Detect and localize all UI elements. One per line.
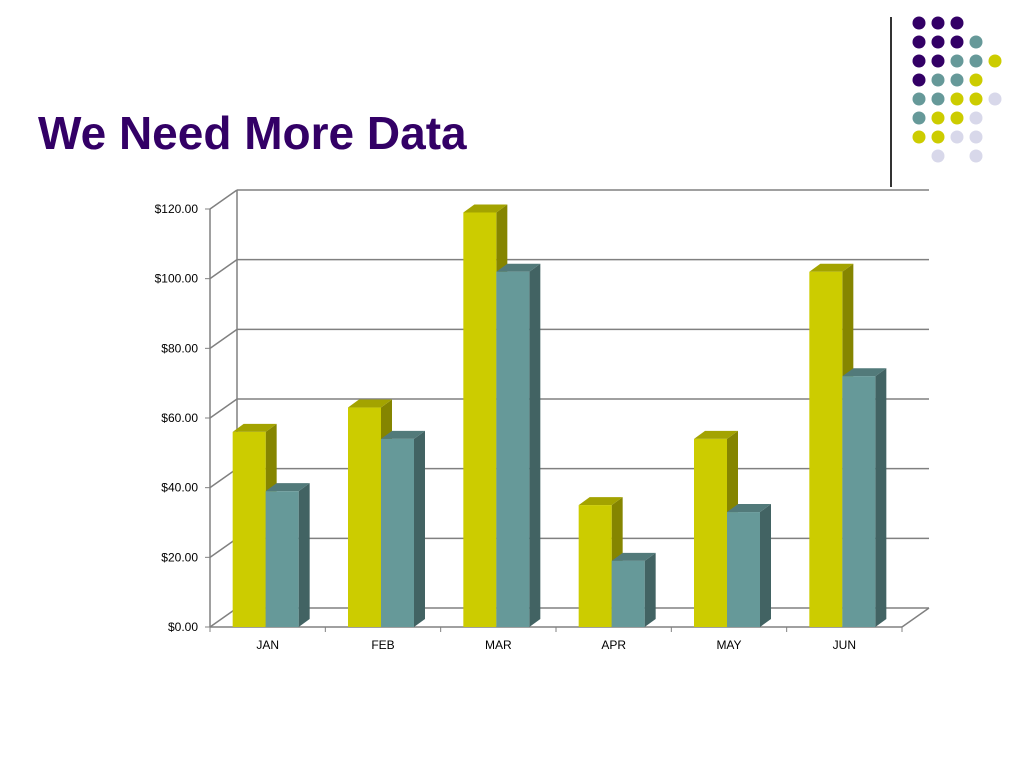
bar-top [578, 497, 623, 506]
decor-dot [912, 16, 926, 30]
bar [496, 263, 541, 627]
bar-front [694, 438, 727, 627]
decor-dot [931, 54, 945, 68]
decor-dot [950, 111, 964, 125]
decor-dot [950, 16, 964, 30]
bar-front [348, 407, 381, 627]
bar-top [496, 263, 541, 272]
bar-top [232, 423, 277, 432]
bar-top [727, 504, 771, 513]
decor-dot [969, 54, 983, 68]
decor-dot [988, 54, 1002, 68]
decor-dot [969, 73, 983, 87]
slide-title: We Need More Data [38, 107, 467, 159]
decor-dot [969, 35, 983, 49]
bar [381, 430, 425, 627]
decor-dot [931, 92, 945, 106]
bar-side [529, 263, 541, 627]
decor-dot [931, 130, 945, 144]
gridline-side [209, 189, 238, 210]
x-tick-label: MAY [716, 638, 741, 652]
bar-top [809, 263, 854, 272]
decor-dot [931, 111, 945, 125]
bar-front [842, 376, 876, 627]
bar-front [265, 491, 299, 627]
decor-dot [950, 54, 964, 68]
y-tick-label: $100.00 [155, 272, 199, 286]
decorative-dot-grid [912, 16, 1002, 163]
decor-dot [931, 73, 945, 87]
bar [727, 504, 771, 627]
bar-top [265, 483, 310, 492]
y-tick-label: $120.00 [155, 202, 199, 216]
bar-side [298, 483, 310, 627]
gridline-side [209, 607, 238, 628]
gridline-side [209, 328, 238, 349]
bar-front [381, 438, 414, 627]
decor-dot [912, 35, 926, 49]
y-tick-label: $60.00 [161, 411, 198, 425]
y-tick-label: $40.00 [161, 481, 198, 495]
bar-front [232, 431, 266, 627]
decor-dot [969, 130, 983, 144]
y-tick-label: $20.00 [161, 550, 198, 564]
bar-front [496, 271, 530, 627]
bar [611, 552, 656, 627]
gridline-side [209, 259, 238, 280]
bar-top [348, 399, 392, 408]
bar-top [381, 430, 425, 439]
bar-top [463, 204, 508, 213]
bar-side [875, 368, 887, 627]
x-tick-label: APR [601, 638, 626, 652]
decor-dot [931, 16, 945, 30]
bar-top [842, 368, 887, 377]
decor-dot [969, 92, 983, 106]
bar-side [644, 552, 656, 627]
decor-dot [969, 149, 983, 163]
bar-front [463, 212, 497, 627]
bar-front [578, 505, 612, 627]
decor-dot [912, 92, 926, 106]
decor-dot [931, 149, 945, 163]
decor-dot [988, 92, 1002, 106]
decor-dot [912, 54, 926, 68]
decor-dot [950, 130, 964, 144]
y-tick-label: $80.00 [161, 341, 198, 355]
bar-top [611, 552, 656, 561]
decor-dot [950, 92, 964, 106]
x-tick-label: FEB [371, 638, 394, 652]
bar [265, 483, 310, 627]
decor-dot [912, 130, 926, 144]
bar-side [414, 430, 425, 627]
floor-edge [901, 607, 930, 628]
x-tick-label: MAR [485, 638, 512, 652]
bar [842, 368, 887, 627]
y-tick-label: $0.00 [168, 620, 198, 634]
bar-front [727, 512, 760, 627]
bar-front [611, 560, 645, 627]
decor-dot [931, 35, 945, 49]
gridline-side [209, 537, 238, 558]
bar-side [760, 504, 771, 627]
vertical-divider [890, 17, 892, 187]
decor-dot [912, 111, 926, 125]
decor-dot [969, 111, 983, 125]
bar-front [809, 271, 843, 627]
x-tick-label: JAN [256, 638, 279, 652]
decor-dot [950, 35, 964, 49]
x-tick-label: JUN [833, 638, 856, 652]
decor-dot [912, 73, 926, 87]
gridline-side [209, 398, 238, 419]
decor-dot [950, 73, 964, 87]
gridline-side [209, 468, 238, 489]
bar-top [694, 430, 738, 439]
